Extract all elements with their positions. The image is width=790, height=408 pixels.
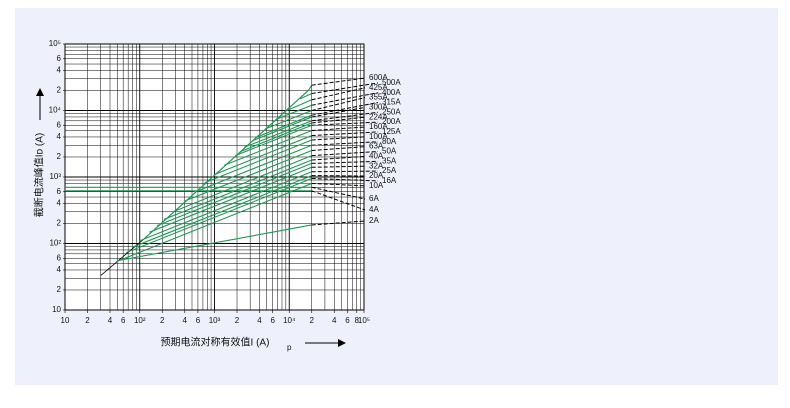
rating-label: 50A — [382, 147, 397, 156]
y-axis-label: 截断电流峰值Iᴅ (A) — [33, 133, 46, 217]
y-tick-label: 2 — [57, 152, 62, 161]
x-tick-label: 2 — [85, 316, 90, 325]
y-tick-label: 6 — [57, 120, 62, 129]
y-tick-label: 10 — [52, 305, 61, 314]
x-tick-label: 2 — [310, 316, 315, 325]
x-tick-label: 6 — [270, 316, 275, 325]
x-tick-label: 2 — [235, 316, 240, 325]
x-tick-label: 4 — [257, 316, 262, 325]
x-tick-label: 6 — [121, 316, 126, 325]
rating-label: 80A — [382, 137, 397, 146]
y-tick-label: 4 — [57, 199, 62, 208]
x-tick-label: 6 — [345, 316, 350, 325]
y-tick-label: 2 — [57, 285, 62, 294]
y-tick-label: 6 — [57, 253, 62, 262]
rating-label: 4A — [369, 205, 379, 214]
rating-label: 25A — [382, 166, 397, 175]
x-axis-label: 预期电流对称有效值I (A) — [161, 336, 270, 349]
x-axis-label-sub: p — [287, 343, 292, 352]
x-tick-label: 2 — [160, 316, 165, 325]
y-tick-label: 2 — [57, 219, 62, 228]
x-tick-label: 10² — [134, 316, 146, 325]
y-tick-label: 10⁴ — [49, 106, 62, 115]
x-tick-label: 4 — [183, 316, 188, 325]
y-tick-label: 6 — [57, 187, 62, 196]
x-tick-label: 4 — [332, 316, 337, 325]
y-tick-label: 10⁵ — [49, 39, 61, 48]
x-tick-label: 10⁴ — [283, 316, 296, 325]
y-tick-label: 4 — [57, 265, 62, 274]
x-tick-label: 6 — [196, 316, 201, 325]
x-tick-label: 10⁵ — [358, 316, 370, 325]
x-tick-label: 10 — [61, 316, 70, 325]
y-tick-label: 10³ — [49, 172, 61, 181]
x-tick-label: 4 — [108, 316, 113, 325]
rating-label: 10A — [369, 181, 384, 190]
rating-label: 2A — [369, 216, 379, 225]
y-tick-label: 4 — [57, 132, 62, 141]
rating-label: 6A — [369, 194, 379, 203]
rating-label: 35A — [382, 156, 397, 165]
y-tick-label: 2 — [57, 86, 62, 95]
y-tick-label: 4 — [57, 66, 62, 75]
y-tick-label: 10² — [49, 239, 61, 248]
rating-label: 16A — [382, 176, 397, 185]
x-tick-label: 10³ — [209, 316, 221, 325]
y-tick-label: 6 — [57, 54, 62, 63]
